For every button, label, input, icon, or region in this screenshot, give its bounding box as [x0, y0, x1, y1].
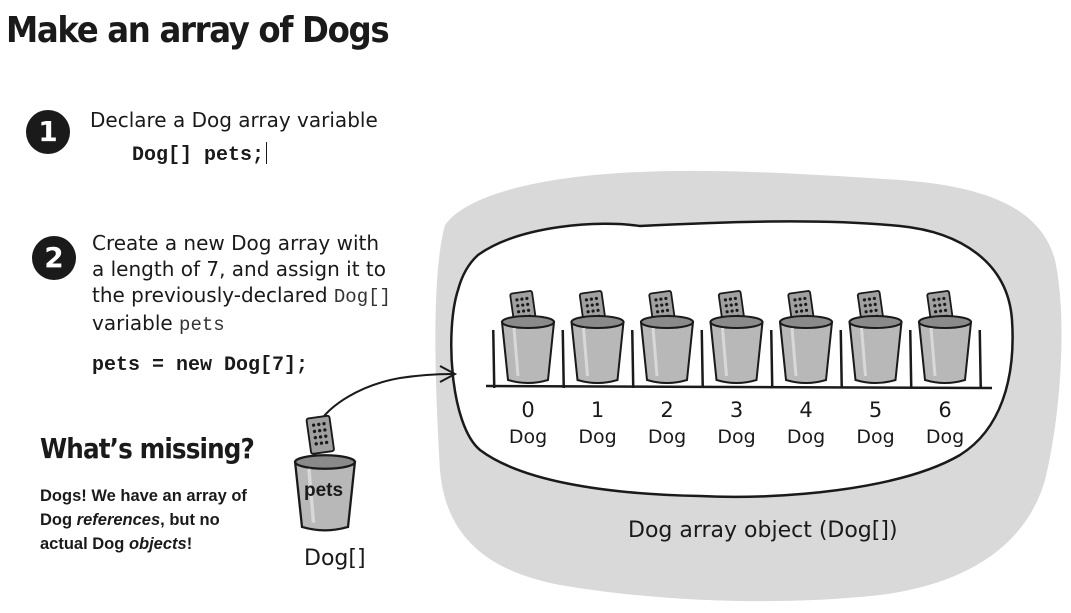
- step-1-badge: 1: [26, 110, 70, 154]
- reference-arrow: [317, 373, 453, 425]
- step-2-line3: the previously-declared Dog[]: [92, 282, 391, 310]
- slot-divider: [978, 329, 982, 389]
- missing-body-em2: objects: [128, 535, 187, 553]
- array-shelf: [485, 384, 993, 390]
- slot-type-label: Dog: [508, 426, 548, 448]
- slot-divider: [770, 329, 774, 389]
- slot-index-label: 3: [729, 398, 744, 422]
- step-2-line4: variable pets: [92, 310, 391, 338]
- missing-body-mid: , but no actual Dog: [40, 511, 220, 553]
- slot-divider: [492, 329, 496, 389]
- slot-index-label: 6: [938, 398, 952, 422]
- pets-type-label: Dog[]: [304, 546, 366, 571]
- step-2-line3-text: the previously-declared: [92, 283, 334, 307]
- missing-body-em1: references: [76, 511, 161, 529]
- pets-cup-label: pets: [304, 480, 344, 501]
- step-1-code-text: Dog[] pets;: [132, 144, 265, 167]
- missing-body-pre: Dogs! We have an array of Dog: [40, 487, 247, 529]
- slot-type-label: Dog: [647, 426, 687, 448]
- slot-index-label: 1: [590, 398, 605, 422]
- step-2-code: pets = new Dog[7];: [92, 354, 309, 377]
- step-2-line4-code: pets: [179, 314, 225, 336]
- step-2-line4-text: variable: [92, 311, 180, 335]
- step-1-code: Dog[] pets;: [132, 142, 268, 167]
- slot-type-label: Dog: [717, 426, 756, 448]
- missing-body: Dogs! We have an array of Dog references…: [40, 484, 270, 556]
- slot-divider: [700, 329, 704, 389]
- slot-type-label: Dog: [786, 426, 826, 448]
- slot-index-label: 2: [660, 398, 674, 422]
- step-2-line3-code: Dog[]: [333, 286, 391, 308]
- step-2-text: Create a new Dog array with a length of …: [92, 230, 391, 338]
- step-1-text: Declare a Dog array variable: [90, 108, 378, 132]
- slot-index-label: 0: [521, 398, 535, 422]
- slot-divider: [631, 329, 635, 389]
- slot-type-label: Dog: [925, 426, 965, 448]
- step-2-line1: Create a new Dog array with: [92, 231, 380, 255]
- step-2-badge: 2: [32, 236, 76, 280]
- slot-type-label: Dog: [856, 426, 895, 448]
- slot-divider: [909, 329, 913, 389]
- missing-body-post: !: [186, 535, 193, 553]
- step-2-line2: a length of 7, and assign it to: [92, 257, 386, 281]
- cursor: [266, 142, 268, 164]
- slot-index-label: 5: [868, 398, 883, 422]
- page-title: Make an array of Dogs: [6, 10, 390, 51]
- slot-divider: [561, 329, 565, 389]
- pets-reference-cup: [293, 414, 357, 533]
- slot-index-label: 4: [799, 398, 813, 422]
- slot-divider: [839, 329, 843, 389]
- missing-title: What’s missing?: [40, 432, 255, 465]
- array-caption: Dog array object (Dog[]): [628, 518, 898, 543]
- slot-type-label: Dog: [578, 426, 617, 448]
